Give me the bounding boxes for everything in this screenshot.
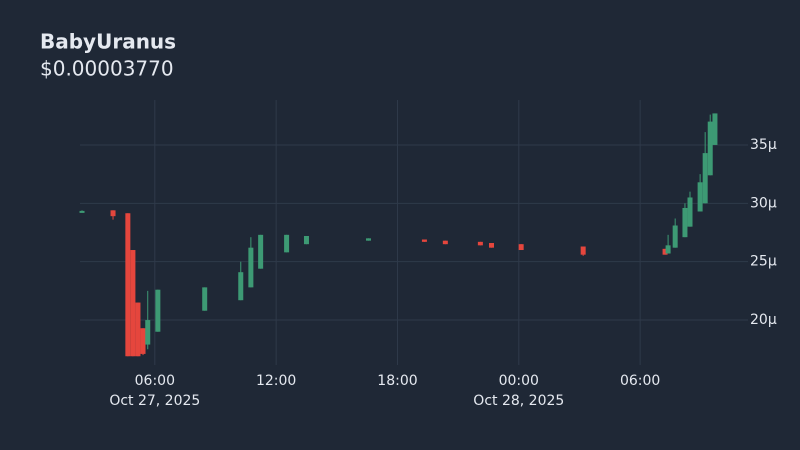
y-tick-label: 25µ [750, 254, 777, 270]
candle-body [682, 207, 688, 238]
candle-body [79, 210, 85, 213]
candle-body [702, 153, 708, 204]
candle-body [135, 302, 141, 357]
x-tick-label: 06:00 [620, 373, 660, 389]
x-tick-label: 00:00 [499, 373, 539, 389]
candle-body [580, 246, 586, 255]
candle-body [489, 243, 495, 248]
candle-body [687, 197, 693, 227]
candle-body [125, 213, 131, 357]
x-date-label: Oct 27, 2025 [109, 393, 200, 409]
candle-body [248, 247, 254, 288]
x-tick-label: 06:00 [135, 373, 175, 389]
candle-body [697, 182, 703, 212]
candle-body [707, 121, 713, 176]
candle-body [662, 248, 668, 255]
y-tick-label: 30µ [750, 195, 777, 211]
candle-body [284, 234, 290, 253]
x-tick-label: 12:00 [256, 373, 296, 389]
candle-body [238, 272, 244, 301]
candle-body [303, 236, 309, 245]
candle-body [672, 225, 678, 248]
candle-body [665, 245, 671, 254]
candle-body [712, 113, 718, 145]
candle-body [477, 241, 483, 246]
candle-body [202, 287, 208, 311]
candle-body [442, 240, 448, 245]
candle-body [155, 289, 161, 332]
chart-title: BabyUranus [40, 30, 176, 54]
candle-body [365, 238, 371, 241]
candle-body [130, 250, 136, 357]
y-tick-label: 35µ [750, 137, 777, 153]
x-tick-label: 18:00 [377, 373, 417, 389]
candle-body [518, 244, 524, 251]
x-date-label: Oct 28, 2025 [473, 393, 564, 409]
price: $0.00003770 [40, 57, 174, 81]
y-tick-label: 20µ [750, 312, 777, 328]
candle-body [110, 210, 116, 217]
candle-body [140, 328, 146, 354]
candle-body [258, 234, 264, 269]
candle-body [145, 320, 151, 345]
candle-body [421, 239, 427, 242]
